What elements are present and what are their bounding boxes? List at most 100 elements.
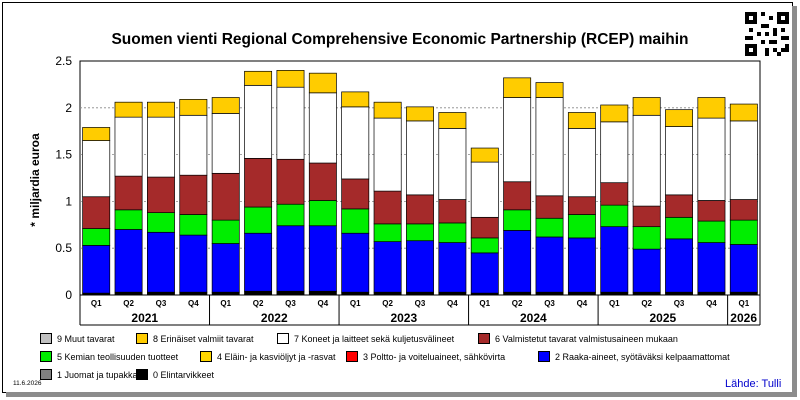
bar-segment <box>729 291 758 296</box>
bar-segment <box>244 206 273 234</box>
bar-segment <box>535 195 564 219</box>
legend-label: 7 Koneet ja laitteet sekä kuljetusväline… <box>294 333 455 344</box>
bar-segment <box>406 223 434 242</box>
bar-segment <box>276 290 305 296</box>
legend-item: 6 Valmistetut tavarat valmistusaineen mu… <box>478 333 678 344</box>
bar-segment <box>600 182 629 206</box>
bar-segment <box>535 217 564 238</box>
x-tick-label: Q4 <box>577 299 588 308</box>
bar-segment <box>535 97 564 197</box>
bar-segment <box>632 114 661 207</box>
bar-segment <box>341 208 370 234</box>
bar-segment <box>276 203 305 227</box>
y-tick-label: 1.5 <box>55 148 72 162</box>
bar-segment <box>665 291 693 296</box>
x-tick-label: Q1 <box>350 299 361 308</box>
bar-segment <box>632 291 661 296</box>
bar-segment <box>308 162 337 201</box>
bar-segment <box>697 97 726 119</box>
y-tick-label: 2.5 <box>55 54 72 68</box>
bar-segment <box>535 291 564 296</box>
bar-segment <box>470 252 499 294</box>
x-tick-label: Q4 <box>318 299 329 308</box>
bar-segment <box>665 238 693 293</box>
bar-segment <box>341 106 370 180</box>
bar-segment <box>567 196 596 215</box>
bar-segment <box>600 121 629 184</box>
bar-segment <box>211 97 240 114</box>
bar-segment <box>244 84 273 159</box>
x-tick-label: Q2 <box>253 299 264 308</box>
bar-segment <box>729 199 758 221</box>
legend-item: 2 Raaka-aineet, syötäväksi kelpaamattoma… <box>538 351 730 362</box>
bar-segment <box>147 176 175 213</box>
x-tick-label: Q3 <box>544 299 555 308</box>
bar-segment <box>503 97 532 183</box>
legend-label: 0 Elintarvikkeet <box>153 369 215 380</box>
legend-item: 7 Koneet ja laitteet sekä kuljetusväline… <box>277 333 454 344</box>
bar-segment <box>179 291 208 296</box>
x-tick-label: Q4 <box>447 299 458 308</box>
legend-label: 2 Raaka-aineet, syötäväksi kelpaamattoma… <box>555 351 730 362</box>
qr-code-icon[interactable] <box>745 12 789 56</box>
bar-segment <box>114 175 143 211</box>
legend-label: 1 Juomat ja tupakka <box>57 369 138 380</box>
bar-segment <box>697 220 726 243</box>
bar-segment <box>503 181 532 211</box>
bar-segment <box>244 70 273 86</box>
legend-swatch <box>478 333 490 344</box>
bar-segment <box>503 77 532 98</box>
bar-segment <box>114 209 143 230</box>
bar-segment <box>665 109 693 127</box>
bar-segment <box>308 200 337 227</box>
legend-label: 9 Muut tavarat <box>57 333 115 344</box>
legend-swatch <box>136 369 148 380</box>
bar-segment <box>373 241 402 293</box>
bar-segment <box>114 291 143 296</box>
bar-segment <box>276 225 305 292</box>
bar-segment <box>567 237 596 293</box>
bar-segment <box>179 99 208 116</box>
x-tick-label: Q1 <box>479 299 490 308</box>
year-label: 2024 <box>520 311 547 325</box>
bar-segment <box>179 114 208 176</box>
x-tick-label: Q2 <box>512 299 523 308</box>
bar-segment <box>438 222 467 243</box>
bar-segment <box>470 216 499 239</box>
bar-segment <box>503 291 532 296</box>
legend-item: 1 Juomat ja tupakka <box>40 369 138 380</box>
bar-segment <box>373 101 402 119</box>
year-label: 2023 <box>390 311 417 325</box>
bar-segment <box>179 174 208 215</box>
chart-title: Suomen vienti Regional Comprehensive Eco… <box>111 31 689 48</box>
bar-segment <box>341 178 370 210</box>
x-tick-label: Q3 <box>156 299 167 308</box>
x-tick-label: Q1 <box>220 299 231 308</box>
bar-segment <box>147 116 175 178</box>
x-tick-label: Q1 <box>91 299 102 308</box>
legend-swatch <box>200 351 212 362</box>
bar-segment <box>276 70 305 88</box>
bar-segment <box>503 209 532 231</box>
bar-segment <box>438 199 467 224</box>
bar-segment <box>470 147 499 163</box>
bar-segment <box>729 244 758 293</box>
legend-swatch <box>277 333 289 344</box>
bar-segment <box>632 248 661 293</box>
bar-segment <box>82 228 111 246</box>
bar-segment <box>438 112 467 129</box>
legend-swatch <box>40 351 52 362</box>
bar-segment <box>82 196 111 229</box>
bar-segment <box>600 291 629 296</box>
y-tick-label: 0 <box>65 288 72 302</box>
bar-segment <box>341 91 370 108</box>
bar-segment <box>567 214 596 239</box>
bar-segment <box>600 104 629 123</box>
legend-item: 5 Kemian teollisuuden tuotteet <box>40 351 178 362</box>
bar-segment <box>373 291 402 296</box>
bar-segment <box>697 117 726 201</box>
bar-segment <box>665 126 693 196</box>
bar-segment <box>729 120 758 200</box>
legend-swatch <box>346 351 358 362</box>
bar-segment <box>341 232 370 293</box>
